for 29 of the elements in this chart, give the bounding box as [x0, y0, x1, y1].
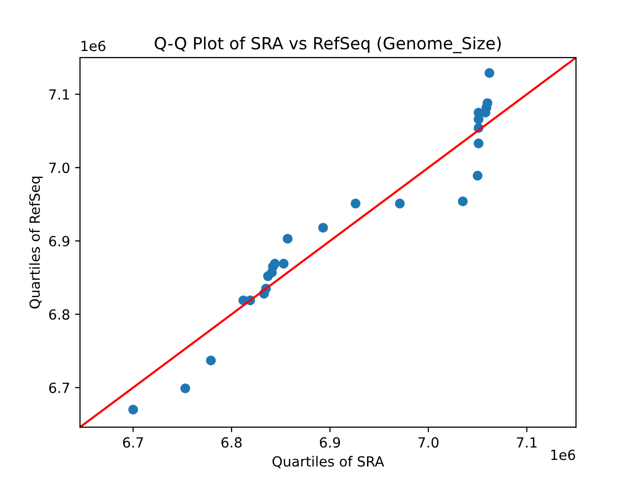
y-tick-label: 7.0 — [49, 162, 70, 174]
point — [484, 68, 494, 78]
point — [128, 404, 138, 414]
y-tick-label: 6.7 — [49, 382, 70, 394]
y-axis-title: Quartiles of RefSeq — [29, 176, 43, 308]
point — [394, 198, 405, 208]
x-tick-label: 6.9 — [320, 437, 340, 448]
point — [278, 258, 289, 269]
point — [474, 138, 484, 148]
x-tick-label: 7.0 — [418, 437, 439, 448]
y-tick-label: 6.9 — [49, 236, 70, 246]
y-tick-label: 6.8 — [49, 309, 70, 320]
chart-title: Q-Q Plot of SRA vs RefSeq (Genome_Size) — [154, 36, 501, 54]
point — [282, 234, 293, 244]
point — [472, 170, 482, 181]
x-tick-label: 6.8 — [221, 437, 242, 448]
point — [318, 222, 328, 233]
x-axis-title: Quartiles of SRA — [272, 456, 384, 468]
x-tick-label: 6.7 — [123, 437, 143, 448]
point — [482, 98, 492, 108]
point — [270, 258, 280, 269]
text: 1e6 — [551, 450, 576, 460]
text: 1e6 — [82, 40, 106, 52]
point — [458, 196, 468, 206]
y-tick-label: 7.1 — [49, 89, 69, 100]
x-tick-label: 7.1 — [516, 437, 537, 448]
point — [206, 356, 216, 366]
point — [350, 198, 360, 208]
point — [180, 383, 190, 394]
